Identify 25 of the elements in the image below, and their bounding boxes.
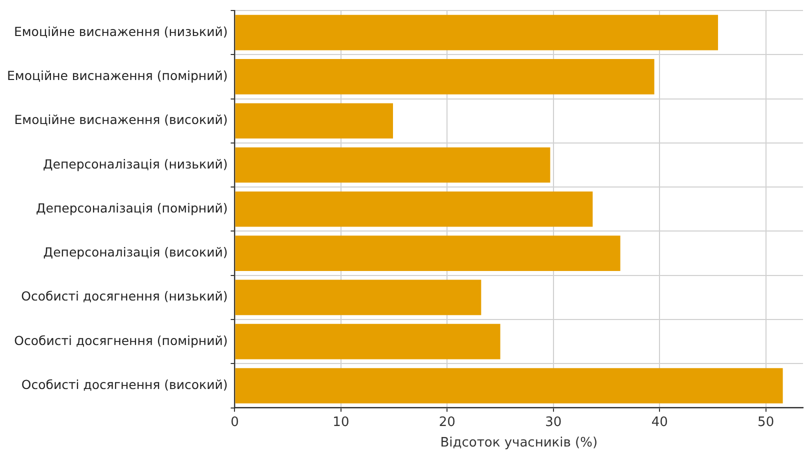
bar — [235, 14, 718, 50]
y-tick-label: Особисті досягнення (помірний) — [14, 332, 228, 348]
y-tick-label: Особисті досягнення (низький) — [21, 288, 228, 304]
bar — [235, 280, 482, 316]
bar — [235, 103, 393, 139]
x-tick-label: 50 — [758, 414, 774, 430]
x-tick-label: 30 — [545, 414, 562, 430]
x-tick-label: 10 — [332, 414, 350, 430]
y-tick-label: Емоційне виснаження (помірний) — [7, 68, 228, 83]
y-tick-label: Деперсоналізація (помірний) — [36, 200, 228, 216]
bar — [235, 191, 593, 227]
x-tick-label: 0 — [230, 414, 239, 430]
bar — [235, 59, 654, 94]
bar — [235, 147, 550, 183]
y-tick-label: Деперсоналізація (низький) — [43, 156, 228, 172]
x-tick-label: 40 — [651, 414, 668, 430]
y-tick-label: Емоційне виснаження (низький) — [14, 24, 228, 39]
bar — [235, 368, 783, 404]
x-tick-label: 20 — [438, 414, 456, 430]
bar — [235, 236, 620, 271]
y-tick-label: Особисті досягнення (високий) — [21, 376, 228, 392]
x-axis-title: Відсоток учасників (%) — [440, 436, 598, 451]
y-tick-label: Деперсоналізація (високий) — [43, 244, 228, 260]
bar — [235, 324, 500, 360]
y-tick-label: Емоційне виснаження (високий) — [14, 112, 228, 128]
